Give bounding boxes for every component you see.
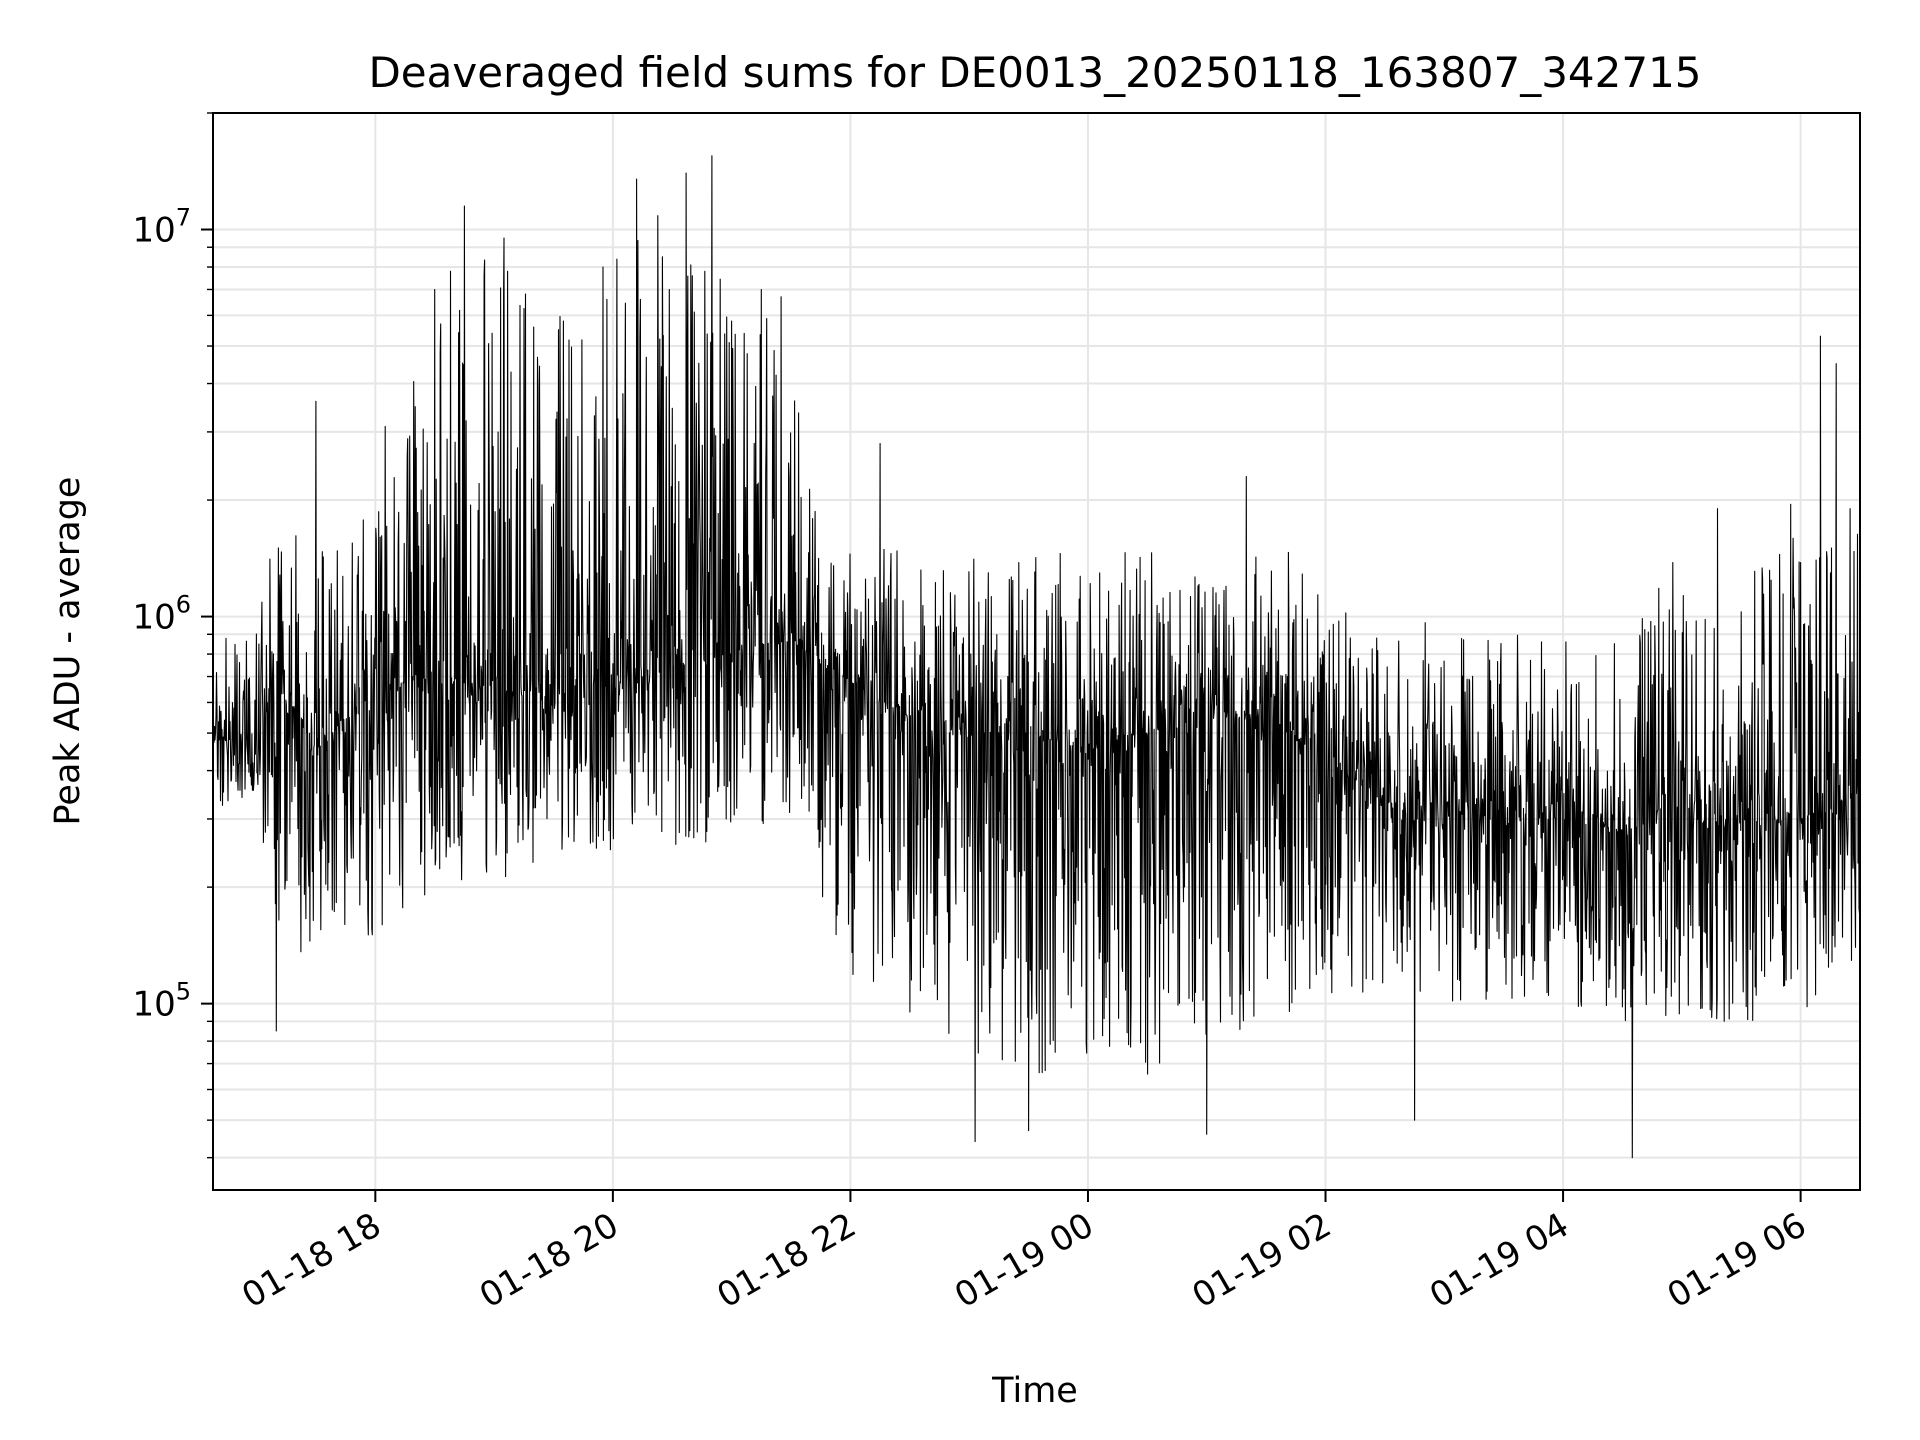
x-tick-label: 01-18 20: [473, 1205, 625, 1316]
chart-title: Deaveraged field sums for DE0013_2025011…: [368, 48, 1701, 97]
series-path: [212, 155, 1861, 1159]
y-axis: 105 106 107: [132, 112, 213, 1159]
plot-frame: [212, 112, 1861, 1191]
x-tick-label: 01-19 06: [1661, 1205, 1813, 1316]
y-tick-label: 106: [132, 591, 191, 638]
x-tick-label: 01-18 22: [711, 1205, 863, 1316]
x-tick-label: 01-19 04: [1423, 1205, 1575, 1316]
x-tick-label: 01-18 18: [235, 1205, 387, 1316]
x-axis-label: Time: [991, 1371, 1078, 1411]
series-line: [212, 155, 1861, 1159]
y-tick-label: 105: [132, 978, 191, 1025]
x-tick-label: 01-19 02: [1186, 1205, 1338, 1316]
x-tick-label: 01-19 00: [948, 1205, 1100, 1316]
y-tick-label: 107: [132, 204, 191, 251]
y-axis-label: Peak ADU - average: [48, 477, 88, 826]
x-axis: 01-18 18 01-18 20 01-18 22 01-19 00 01-19 02…: [235, 1190, 1813, 1316]
